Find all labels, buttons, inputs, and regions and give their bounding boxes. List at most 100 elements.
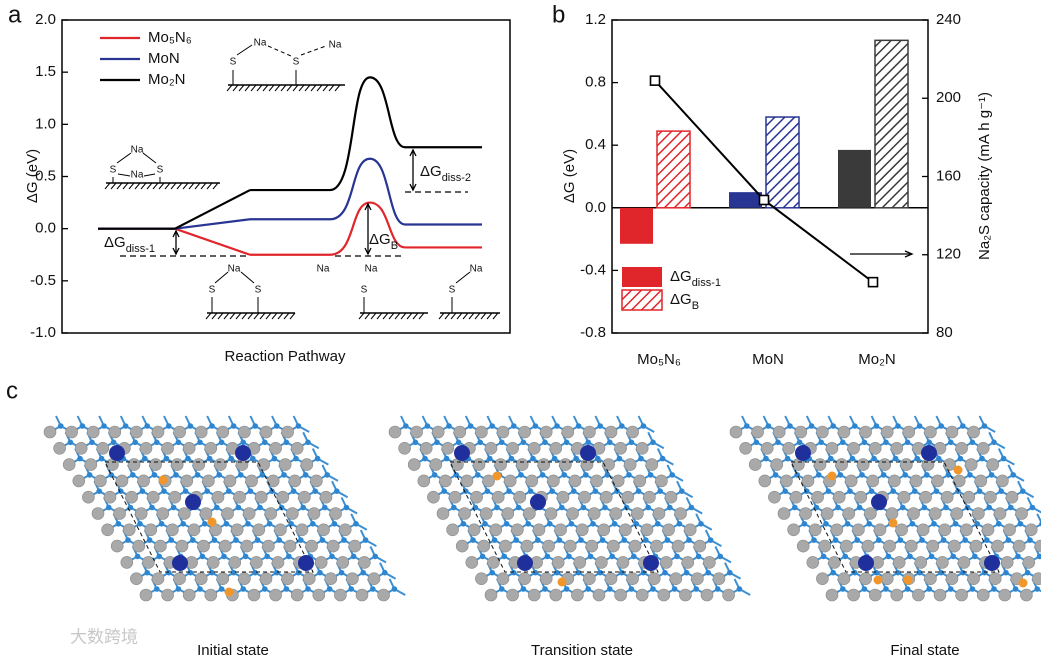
n-atom xyxy=(695,553,702,560)
n-atom xyxy=(607,439,613,446)
y-tick-label: -0.4 xyxy=(580,261,606,278)
n-atom xyxy=(197,439,203,446)
atom-label: Na xyxy=(254,38,267,49)
n-atom xyxy=(269,488,275,495)
mo-atom xyxy=(926,539,940,553)
n-atom xyxy=(559,504,565,511)
mo-atom xyxy=(180,474,194,488)
atom-label: Na xyxy=(228,264,241,275)
mo-atom xyxy=(436,507,450,520)
mo-atom xyxy=(72,474,86,488)
substrate-hatch xyxy=(438,312,499,320)
mo-atom xyxy=(120,556,134,569)
panel-label: a xyxy=(8,1,22,28)
n-atom xyxy=(96,488,102,495)
mo-atom xyxy=(568,474,582,488)
n-atom xyxy=(856,504,863,511)
mo-atom xyxy=(245,474,258,488)
mo-atom xyxy=(94,474,107,488)
mo-atom xyxy=(892,556,906,569)
y-tick-label: 0.4 xyxy=(585,136,606,153)
n-atom xyxy=(916,423,923,429)
n-atom xyxy=(655,521,661,527)
mo-atom xyxy=(290,588,304,602)
n-atom xyxy=(808,423,815,429)
n-atom xyxy=(520,586,527,592)
mo-atom xyxy=(130,572,143,586)
n-atom xyxy=(110,439,117,446)
mo-atom xyxy=(214,458,227,471)
n-atom xyxy=(353,521,359,527)
mo-atom xyxy=(501,507,515,520)
n-atom xyxy=(676,521,683,527)
n-atom xyxy=(305,586,311,592)
n-atom xyxy=(688,504,695,511)
x-axis-label: Reaction Pathway xyxy=(225,348,346,365)
arrow-head xyxy=(904,250,914,258)
mo-atom xyxy=(74,441,88,455)
mo-atom xyxy=(398,441,411,455)
n-atom xyxy=(825,488,832,495)
n-atom xyxy=(744,423,750,429)
n-atom xyxy=(590,521,596,527)
mo-atom xyxy=(650,539,663,553)
n-atom xyxy=(372,553,379,560)
legend-label-main: ΔG xyxy=(670,268,692,285)
mo-atom xyxy=(856,458,870,471)
n-atom xyxy=(283,439,290,446)
mo-atom xyxy=(329,507,342,520)
mo-atom xyxy=(489,523,503,537)
n-atom xyxy=(250,455,256,462)
mo-atom xyxy=(890,588,904,602)
bar xyxy=(874,39,909,209)
mo-atom xyxy=(799,507,812,520)
n-atom xyxy=(202,521,208,527)
s-atom xyxy=(492,471,502,481)
mo-atom xyxy=(626,572,639,586)
n-atom xyxy=(262,439,268,446)
n-atom xyxy=(861,586,868,592)
mo-atom xyxy=(496,572,510,586)
mo-atom xyxy=(262,539,275,553)
mo-atom xyxy=(494,458,507,471)
n-atom xyxy=(811,537,817,543)
mo-atom xyxy=(599,490,613,504)
n-atom xyxy=(182,488,189,495)
n-atom xyxy=(228,455,234,462)
annotation-sub: diss-1 xyxy=(126,243,155,255)
mo-atom xyxy=(453,425,467,439)
mo-atom xyxy=(278,458,292,471)
mo-atom xyxy=(218,539,232,553)
mo-atom xyxy=(334,588,347,602)
n-atom xyxy=(1008,504,1014,511)
n-atom xyxy=(1034,586,1040,592)
na-atom xyxy=(871,494,887,510)
mo-atom xyxy=(448,490,462,504)
mo-atom xyxy=(789,490,803,504)
n-atom xyxy=(931,521,937,527)
atom-label: Na xyxy=(365,264,378,275)
na-atom xyxy=(235,445,251,461)
n-atom xyxy=(247,488,254,495)
mo-atom xyxy=(583,425,596,439)
n-atom xyxy=(544,553,551,560)
n-atom xyxy=(295,423,302,429)
n-atom xyxy=(566,553,572,560)
mo-atom xyxy=(1020,588,1033,602)
mo-atom xyxy=(431,425,445,439)
transition-peak xyxy=(329,157,406,226)
n-atom xyxy=(175,439,182,446)
connector xyxy=(174,189,251,230)
n-atom xyxy=(614,488,620,495)
mo-atom xyxy=(883,539,896,553)
mo-atom xyxy=(525,474,539,488)
n-atom xyxy=(727,569,733,576)
n-atom xyxy=(144,423,150,429)
mo-atom xyxy=(777,507,791,520)
mo-atom xyxy=(240,539,254,553)
atom-label: S xyxy=(255,285,262,296)
mo-atom xyxy=(559,458,572,471)
mo-atom xyxy=(986,458,1000,471)
mo-atom xyxy=(1005,490,1019,504)
